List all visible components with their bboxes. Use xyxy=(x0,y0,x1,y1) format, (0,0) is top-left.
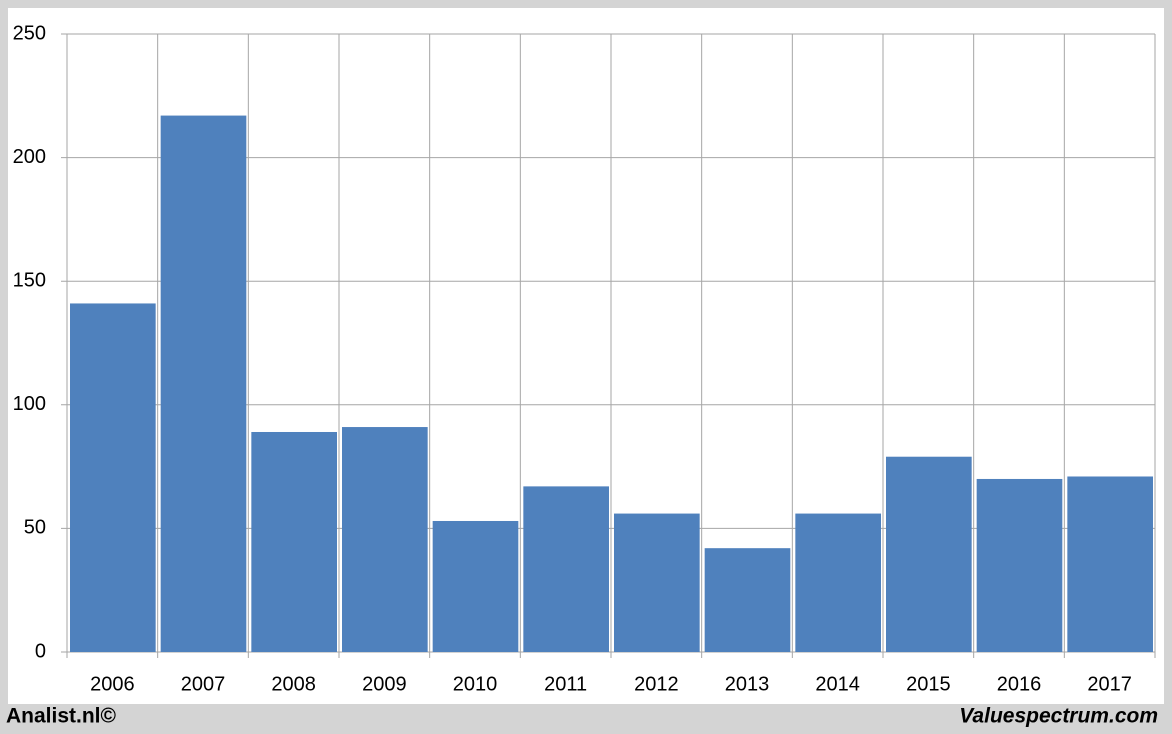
bar xyxy=(251,431,337,652)
x-tick-label: 2017 xyxy=(1087,673,1132,695)
bar xyxy=(1067,476,1153,652)
y-tick-label: 50 xyxy=(24,517,46,539)
bar xyxy=(614,513,700,652)
x-tick-label: 2016 xyxy=(997,673,1042,695)
y-tick-label: 250 xyxy=(13,22,46,44)
bar xyxy=(523,486,609,652)
bar xyxy=(976,478,1063,652)
bar xyxy=(795,513,881,652)
x-tick-label: 2015 xyxy=(906,673,951,695)
x-tick-label: 2011 xyxy=(544,673,587,695)
bar xyxy=(886,456,972,652)
x-tick-label: 2007 xyxy=(181,673,226,695)
footer-right: Valuespectrum.com xyxy=(959,705,1158,728)
x-tick-label: 2014 xyxy=(815,673,860,695)
x-tick-label: 2006 xyxy=(90,673,135,695)
x-tick-label: 2008 xyxy=(271,673,316,695)
bar xyxy=(432,520,519,652)
y-tick-label: 200 xyxy=(13,146,46,168)
x-tick-label: 2009 xyxy=(362,673,407,695)
x-tick-label: 2013 xyxy=(725,673,770,695)
x-tick-label: 2010 xyxy=(453,673,498,695)
y-tick-label: 100 xyxy=(13,393,46,415)
bar xyxy=(70,303,156,652)
bar xyxy=(342,427,428,652)
bar xyxy=(160,115,247,653)
bar xyxy=(704,548,791,652)
y-tick-label: 0 xyxy=(35,640,46,662)
footer-left: Analist.nl© xyxy=(6,705,117,728)
x-tick-label: 2012 xyxy=(634,673,679,695)
y-tick-label: 150 xyxy=(13,269,46,291)
